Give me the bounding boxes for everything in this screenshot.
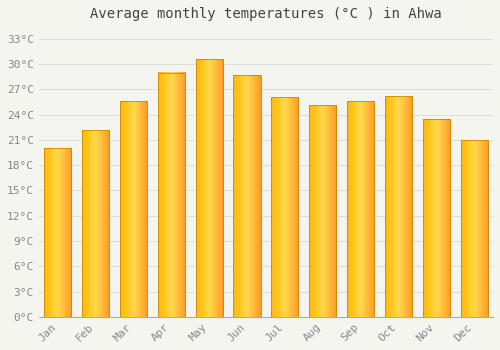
Bar xyxy=(196,59,223,317)
Bar xyxy=(120,101,147,317)
Bar xyxy=(460,140,488,317)
Bar xyxy=(385,96,412,317)
Bar xyxy=(158,72,185,317)
Bar xyxy=(347,101,374,317)
Bar xyxy=(271,97,298,317)
Bar xyxy=(309,105,336,317)
Bar xyxy=(44,148,72,317)
Bar xyxy=(82,130,109,317)
Bar xyxy=(422,119,450,317)
Bar xyxy=(234,75,260,317)
Title: Average monthly temperatures (°C ) in Ahwa: Average monthly temperatures (°C ) in Ah… xyxy=(90,7,442,21)
